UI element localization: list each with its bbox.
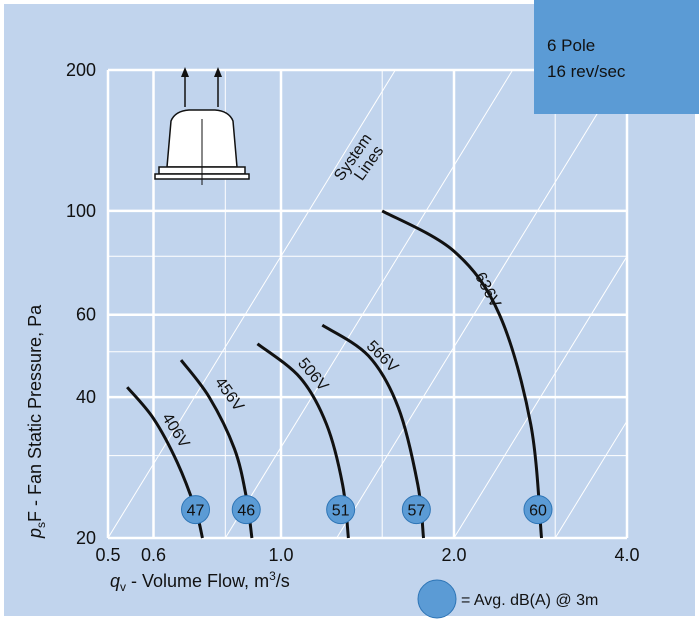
db-marker-566V [401, 495, 431, 525]
y-tick-label: 40 [76, 387, 96, 407]
x-tick-label: 0.6 [141, 545, 166, 565]
system-line [453, 255, 627, 538]
y-tick-label: 20 [76, 528, 96, 548]
curve-636V [381, 209, 544, 539]
db-marker-506V [326, 495, 356, 525]
system-lines [108, 70, 627, 538]
legend-label: = Avg. dB(A) @ 3m [461, 592, 598, 609]
system-line [336, 70, 625, 538]
y-tick-label: 100 [66, 201, 96, 221]
y-tick-label: 200 [66, 60, 96, 80]
info-box-line-2: 16 rev/sec [547, 62, 626, 81]
legend-marker [417, 579, 457, 619]
x-tick-label: 2.0 [441, 545, 466, 565]
fan-icon [154, 67, 250, 185]
db-marker-456V [231, 495, 261, 525]
markers-layer: 47 46 51 57 60 [181, 495, 553, 525]
x-axis-label: qv - Volume Flow, m3/s [110, 569, 290, 594]
info-box-line-1: 6 Pole [547, 36, 595, 55]
db-label-406V: 47 [187, 503, 205, 520]
db-label-456V: 46 [237, 503, 255, 520]
db-label-506V: 51 [332, 503, 350, 520]
y-tick-label: 60 [76, 305, 96, 325]
db-label-566V: 57 [407, 503, 425, 520]
system-line [554, 420, 627, 538]
system-line [108, 70, 396, 538]
y-axis-label: psF - Fan Static Pressure, Pa [25, 304, 48, 539]
info-box [534, 0, 699, 114]
x-tick-label: 1.0 [268, 545, 293, 565]
db-marker-406V [181, 495, 211, 525]
db-marker-636V [523, 495, 553, 525]
ticks-layer: 0.5 0.6 1.0 2.0 4.0 20 40 60 100 200 [66, 60, 640, 565]
x-tick-label: 4.0 [614, 545, 639, 565]
system-line [224, 70, 514, 538]
db-label-636V: 60 [529, 503, 547, 520]
x-tick-label: 0.5 [95, 545, 120, 565]
